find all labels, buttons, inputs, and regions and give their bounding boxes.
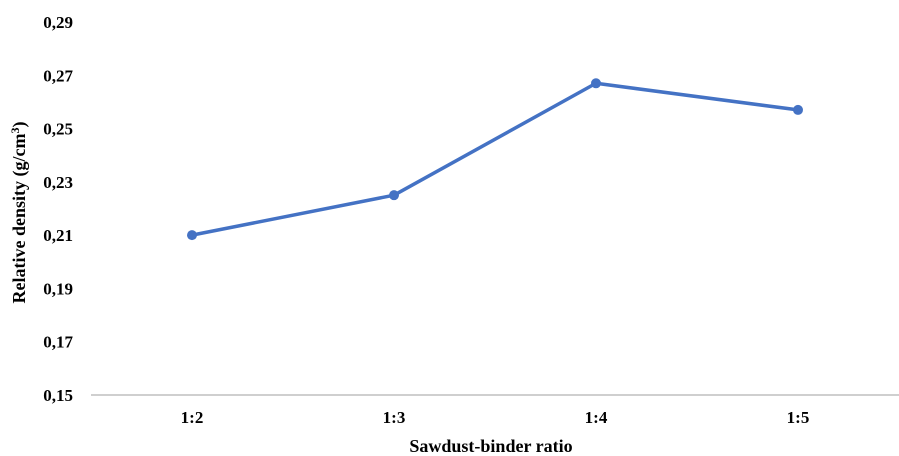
y-tick-label: 0,15	[43, 386, 73, 405]
x-tick-label: 1:2	[181, 408, 204, 427]
y-axis-title-close: )	[9, 122, 30, 128]
y-tick-label: 0,25	[43, 120, 73, 139]
x-tick-label: 1:3	[383, 408, 406, 427]
x-axis-title: Sawdust-binder ratio	[409, 436, 572, 456]
series-layer	[187, 78, 803, 241]
y-tick-label: 0,27	[43, 66, 73, 85]
y-tick-label: 0,17	[43, 333, 73, 352]
x-tick-label: 1:5	[787, 408, 810, 427]
data-point	[187, 230, 197, 241]
y-axis-tick-labels: 0,15 0,17 0,19 0,21 0,23 0,25 0,27 0,29	[43, 13, 73, 405]
data-point	[389, 190, 399, 201]
y-axis-title-main: Relative density (g/cm	[9, 134, 30, 304]
y-tick-label: 0,21	[43, 226, 73, 245]
series-line	[190, 81, 800, 237]
y-tick-label: 0,29	[43, 13, 73, 32]
x-tick-label: 1:4	[585, 408, 608, 427]
x-axis-tick-labels: 1:2 1:3 1:4 1:5	[181, 408, 810, 427]
data-point	[793, 104, 803, 115]
y-axis-title-superscript: 3	[8, 128, 22, 134]
data-point	[591, 78, 601, 89]
y-axis-title: Relative density (g/cm3)	[8, 122, 30, 304]
y-tick-label: 0,19	[43, 279, 73, 298]
y-tick-label: 0,23	[43, 173, 73, 192]
